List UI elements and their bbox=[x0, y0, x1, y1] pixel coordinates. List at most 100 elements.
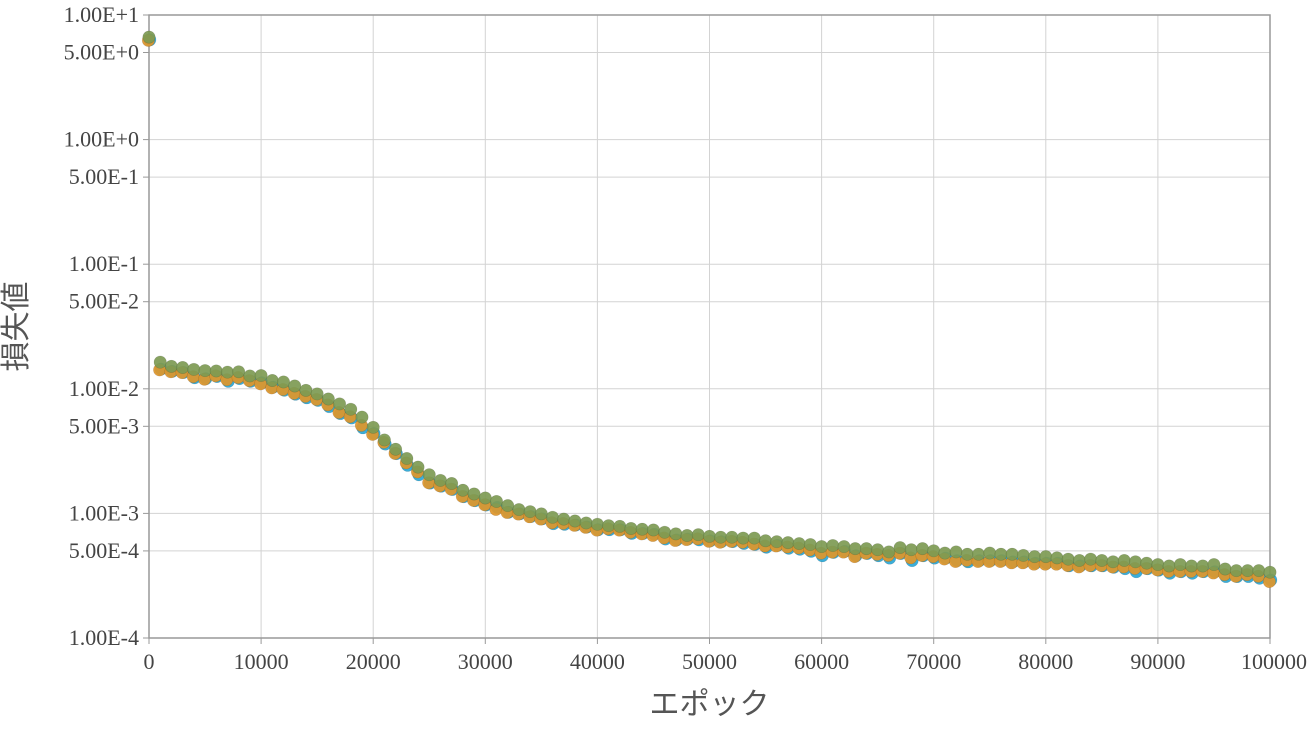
data-point bbox=[1241, 564, 1255, 578]
x-tick-label: 30000 bbox=[458, 649, 513, 674]
data-point bbox=[176, 360, 190, 374]
data-point bbox=[960, 547, 974, 561]
data-point bbox=[781, 536, 795, 550]
data-point bbox=[243, 369, 257, 383]
data-point bbox=[871, 543, 885, 557]
x-axis-title: エポック bbox=[650, 687, 770, 722]
data-point bbox=[1016, 548, 1030, 562]
data-point bbox=[927, 544, 941, 558]
data-point bbox=[1263, 565, 1277, 579]
data-point bbox=[972, 547, 986, 561]
data-point bbox=[1173, 558, 1187, 572]
y-tick-label: 1.00E-2 bbox=[69, 376, 139, 401]
data-point bbox=[602, 519, 616, 533]
data-point bbox=[893, 541, 907, 555]
data-point bbox=[579, 516, 593, 530]
data-point bbox=[377, 433, 391, 447]
data-point bbox=[904, 543, 918, 557]
data-point bbox=[512, 503, 526, 517]
data-point bbox=[467, 487, 481, 501]
data-point bbox=[646, 523, 660, 537]
y-tick-label: 5.00E-4 bbox=[69, 538, 139, 563]
data-point bbox=[658, 525, 672, 539]
data-point bbox=[759, 534, 773, 548]
data-point bbox=[725, 530, 739, 544]
data-point bbox=[1028, 550, 1042, 564]
data-point bbox=[344, 402, 358, 416]
data-point bbox=[792, 537, 806, 551]
data-point bbox=[590, 517, 604, 531]
data-point bbox=[534, 507, 548, 521]
x-tick-label: 90000 bbox=[1130, 649, 1185, 674]
y-tick-label: 5.00E-1 bbox=[69, 164, 139, 189]
data-point bbox=[445, 476, 459, 490]
data-point bbox=[1128, 555, 1142, 569]
data-point bbox=[680, 529, 694, 543]
data-point bbox=[422, 468, 436, 482]
data-point bbox=[1252, 564, 1266, 578]
data-point bbox=[299, 383, 313, 397]
data-point bbox=[546, 510, 560, 524]
data-point bbox=[490, 494, 504, 508]
data-point bbox=[209, 364, 223, 378]
data-point bbox=[938, 546, 952, 560]
x-axis-ticks: 0 10000 20000 30000 40000 50000 60000 70000 8000… bbox=[144, 638, 1307, 674]
y-tick-label: 1.00E-1 bbox=[69, 251, 139, 276]
data-point bbox=[501, 499, 515, 513]
data-point bbox=[770, 535, 784, 549]
data-point bbox=[1050, 551, 1064, 565]
data-point bbox=[1005, 547, 1019, 561]
y-tick-label: 1.00E-3 bbox=[69, 500, 139, 525]
data-point bbox=[232, 365, 246, 379]
data-point bbox=[523, 505, 537, 519]
data-point bbox=[1061, 552, 1075, 566]
data-point bbox=[1185, 559, 1199, 573]
data-point bbox=[882, 545, 896, 559]
data-point bbox=[1072, 553, 1086, 567]
data-point bbox=[568, 514, 582, 528]
data-point bbox=[355, 410, 369, 424]
data-point bbox=[859, 542, 873, 556]
data-point bbox=[366, 420, 380, 434]
y-tick-label: 5.00E-2 bbox=[69, 289, 139, 314]
x-tick-label: 40000 bbox=[570, 649, 625, 674]
data-point bbox=[613, 519, 627, 533]
x-tick-label: 100000 bbox=[1241, 649, 1307, 674]
data-point bbox=[1039, 550, 1053, 564]
data-point bbox=[1151, 558, 1165, 572]
data-point bbox=[400, 451, 414, 465]
y-axis-title: 損失値 bbox=[0, 282, 34, 372]
data-point bbox=[1106, 555, 1120, 569]
data-point bbox=[1162, 559, 1176, 573]
y-tick-label: 5.00E-3 bbox=[69, 413, 139, 438]
data-point bbox=[456, 483, 470, 497]
data-point bbox=[187, 362, 201, 376]
data-point bbox=[994, 547, 1008, 561]
x-tick-label: 0 bbox=[144, 649, 155, 674]
data-point bbox=[1095, 553, 1109, 567]
data-point bbox=[478, 491, 492, 505]
data-points bbox=[141, 30, 1278, 589]
data-point bbox=[1084, 552, 1098, 566]
data-point bbox=[277, 375, 291, 389]
data-point bbox=[669, 527, 683, 541]
data-point bbox=[635, 522, 649, 536]
data-point bbox=[702, 529, 716, 543]
y-axis-ticks: 1.00E+1 5.00E+0 1.00E+0 5.00E-1 1.00E-1 5.00E… bbox=[64, 2, 149, 650]
data-point bbox=[915, 542, 929, 556]
y-tick-label: 5.00E+0 bbox=[64, 40, 139, 65]
x-tick-label: 80000 bbox=[1018, 649, 1073, 674]
data-point bbox=[714, 530, 728, 544]
data-point bbox=[288, 379, 302, 393]
data-point bbox=[321, 392, 335, 406]
x-tick-label: 70000 bbox=[906, 649, 961, 674]
x-tick-label: 60000 bbox=[794, 649, 849, 674]
data-point bbox=[747, 531, 761, 545]
data-point bbox=[310, 387, 324, 401]
data-point bbox=[1117, 553, 1131, 567]
data-point bbox=[949, 545, 963, 559]
y-tick-label: 1.00E+1 bbox=[64, 2, 139, 27]
data-point bbox=[265, 374, 279, 388]
data-point bbox=[389, 442, 403, 456]
